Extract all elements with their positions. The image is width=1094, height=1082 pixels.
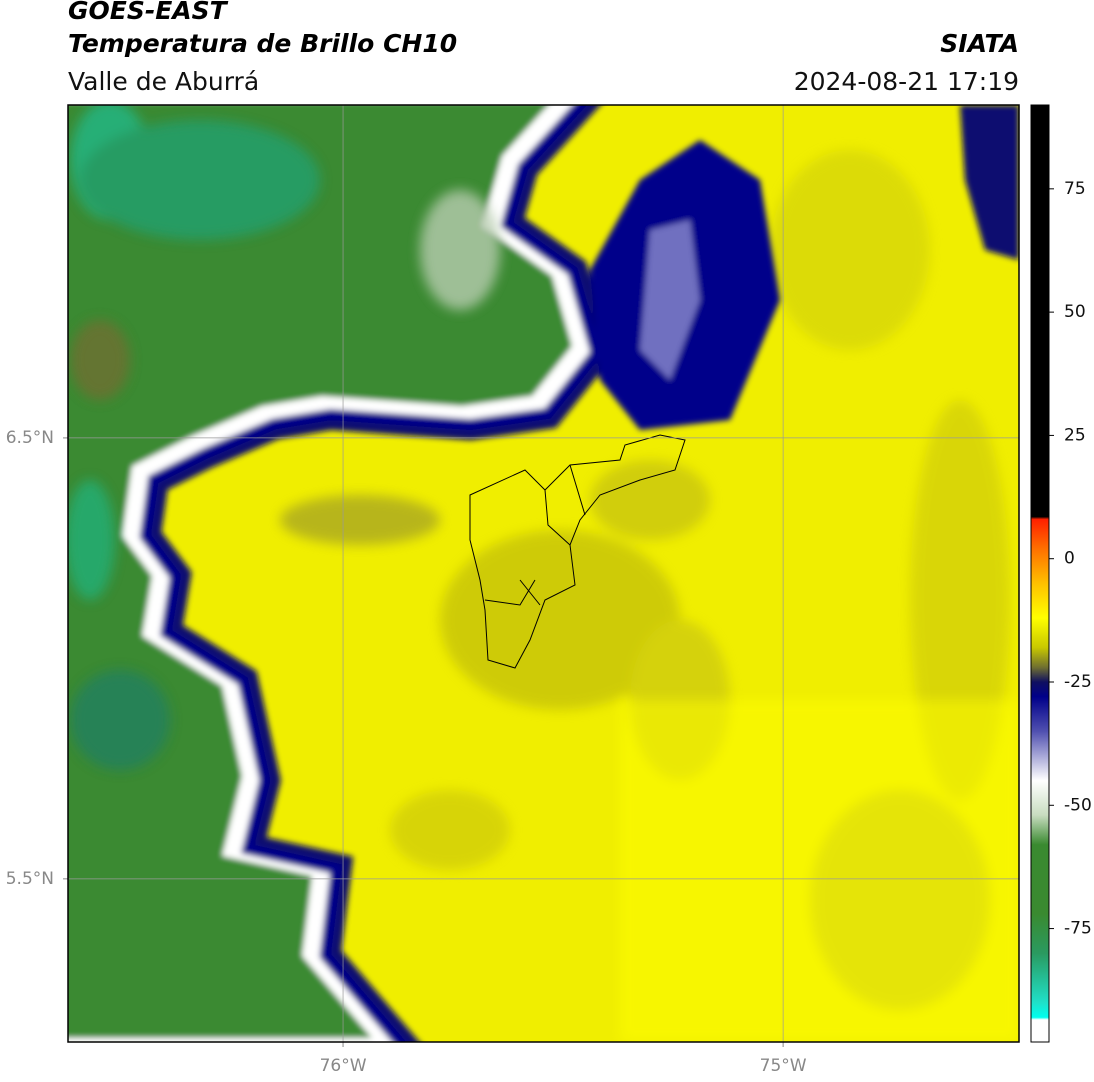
colorbar-tick-label: 50	[1064, 302, 1086, 322]
colorbar-tick-label: -75	[1064, 919, 1092, 939]
map-image	[68, 105, 1019, 1042]
grid	[63, 105, 1019, 1047]
y-tick-label: 6.5°N	[6, 428, 54, 448]
colorbar-tick-label: -50	[1064, 795, 1092, 815]
title: GOES-EAST	[68, 0, 229, 25]
source: SIATA	[940, 29, 1019, 58]
subtitle: Temperatura de Brillo CH10	[68, 29, 457, 58]
timestamp: 2024-08-21 17:19	[794, 67, 1019, 96]
y-tick-label: 5.5°N	[6, 869, 54, 889]
map-frame	[67, 104, 1020, 1043]
colorbar-tick-label: 25	[1064, 425, 1086, 445]
x-tick-label: 75°W	[760, 1056, 807, 1076]
colorbar-tick-label: 75	[1064, 179, 1086, 199]
region: Valle de Aburrá	[68, 67, 259, 96]
colorbar-axis	[1049, 188, 1054, 930]
colorbar	[1030, 104, 1050, 1043]
colorbar-tick-label: 0	[1064, 549, 1075, 569]
colorbar-tick-label: -25	[1064, 672, 1092, 692]
x-tick-label: 76°W	[320, 1056, 367, 1076]
